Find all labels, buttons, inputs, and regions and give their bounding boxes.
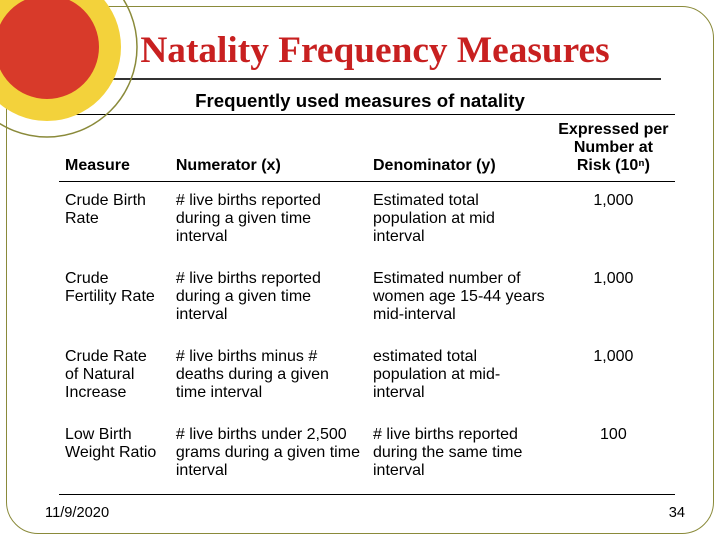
slide-frame: Natality Frequency Measures Frequently u… [6,6,714,534]
col-numerator: Numerator (x) [170,115,367,182]
cell-numerator: # live births under 2,500 grams during a… [170,416,367,495]
cell-per: 1,000 [552,182,675,261]
col-measure: Measure [59,115,170,182]
col-expressed-per: Expressed per Number at Risk (10ⁿ) [552,115,675,182]
cell-measure: Crude Fertility Rate [59,260,170,338]
cell-per: 1,000 [552,260,675,338]
cell-measure: Crude Birth Rate [59,182,170,261]
footer-page-number: 34 [669,505,685,521]
slide-title: Natality Frequency Measures [89,29,661,80]
col-denominator: Denominator (y) [367,115,552,182]
table-header: Measure Numerator (x) Denominator (y) Ex… [59,115,675,182]
cell-measure: Low Birth Weight Ratio [59,416,170,495]
cell-numerator: # live births reported during a given ti… [170,260,367,338]
natality-table-wrap: Measure Numerator (x) Denominator (y) Ex… [59,114,675,495]
cell-denominator: Estimated number of women age 15-44 year… [367,260,552,338]
cell-denominator: # live births reported during the same t… [367,416,552,495]
cell-denominator: estimated total population at mid-interv… [367,338,552,416]
cell-measure: Crude Rate of Natural Increase [59,338,170,416]
table-row: Crude Fertility Rate # live births repor… [59,260,675,338]
cell-denominator: Estimated total population at mid interv… [367,182,552,261]
footer-date: 11/9/2020 [45,505,109,521]
cell-per: 100 [552,416,675,495]
table-row: Crude Birth Rate # live births reported … [59,182,675,261]
cell-per: 1,000 [552,338,675,416]
table-body: Crude Birth Rate # live births reported … [59,182,675,495]
table-row: Low Birth Weight Ratio # live births und… [59,416,675,495]
natality-table: Measure Numerator (x) Denominator (y) Ex… [59,114,675,495]
table-caption: Frequently used measures of natality [29,90,691,112]
table-row: Crude Rate of Natural Increase # live bi… [59,338,675,416]
cell-numerator: # live births minus # deaths during a gi… [170,338,367,416]
cell-numerator: # live births reported during a given ti… [170,182,367,261]
